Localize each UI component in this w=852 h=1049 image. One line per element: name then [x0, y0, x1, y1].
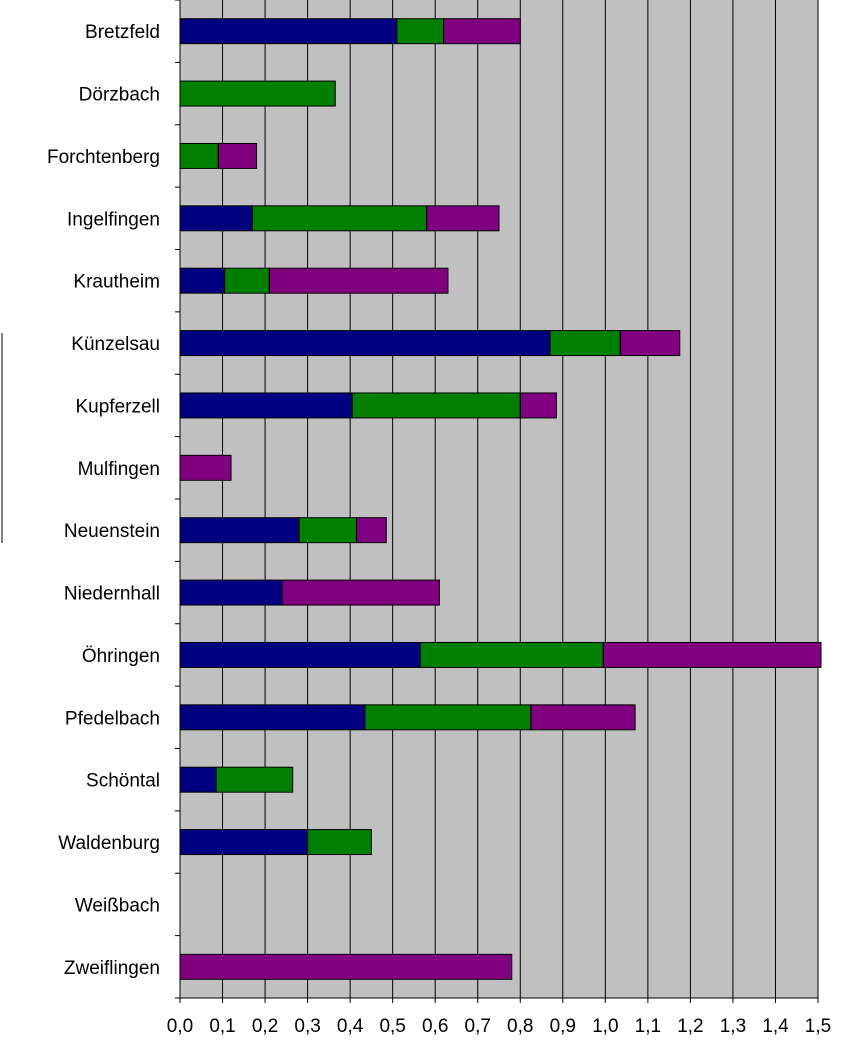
y-axis-ticks — [175, 0, 180, 999]
bar-segment — [179, 641, 421, 668]
x-tick-label: 0,3 — [294, 1016, 320, 1037]
bar-segment — [530, 704, 636, 731]
y-tick-label: Weißbach — [75, 895, 160, 916]
x-tick-label: 0,9 — [550, 1016, 576, 1037]
bar-segment — [549, 330, 621, 357]
x-tick-label: 1,3 — [720, 1016, 746, 1037]
bar-segment — [519, 392, 557, 419]
y-tick-label: Öhringen — [82, 646, 160, 667]
y-tick-label: Schöntal — [86, 771, 160, 792]
bar-segment — [179, 517, 300, 544]
y-tick-label: Pfedelbach — [65, 708, 160, 729]
x-tick-label: 0,1 — [209, 1016, 235, 1037]
x-tick-label: 0,2 — [252, 1016, 278, 1037]
bar-segment — [251, 205, 428, 232]
bar-segment — [364, 704, 532, 731]
y-tick-label: Krautheim — [73, 272, 160, 293]
y-tick-label: Bretzfeld — [85, 22, 160, 43]
gridlines — [222, 0, 819, 998]
x-axis-ticks — [179, 998, 819, 1003]
y-axis-labels: Bretzfeld Dörzbach Forchtenberg Ingelfingen… — [47, 22, 160, 979]
y-tick-label: Ingelfingen — [67, 209, 160, 230]
bar-segment — [443, 18, 521, 45]
bar-segment — [602, 641, 822, 668]
bar-segment — [179, 392, 353, 419]
bar-segment — [179, 18, 398, 45]
y-tick-label: Mulfingen — [78, 459, 160, 480]
bars — [179, 18, 822, 980]
y-tick-label: Zweiflingen — [64, 958, 160, 979]
bar-segment — [396, 18, 445, 45]
bar-segment — [179, 829, 309, 856]
y-tick-label: Dörzbach — [79, 85, 160, 106]
bar-segment — [307, 829, 372, 856]
x-tick-label: 1,1 — [635, 1016, 661, 1037]
x-tick-label: 1,5 — [805, 1016, 831, 1037]
bar-segment — [179, 953, 513, 980]
y-tick-label: Kupferzell — [76, 396, 161, 417]
x-tick-label: 0,5 — [379, 1016, 405, 1037]
x-tick-label: 0,6 — [422, 1016, 448, 1037]
x-axis-labels: 0,0 0,1 0,2 0,3 0,4 0,5 0,6 0,7 0,8 0,9 1,0 1,1 1,2 1… — [167, 1016, 831, 1037]
bar-segment — [224, 267, 270, 294]
y-tick-label: Forchtenberg — [47, 147, 160, 168]
x-tick-label: 1,4 — [762, 1016, 789, 1037]
bar-segment — [215, 766, 294, 793]
bar-segment — [426, 205, 500, 232]
y-tick-label: Niedernhall — [64, 584, 160, 605]
bar-segment — [619, 330, 681, 357]
x-tick-label: 0,7 — [465, 1016, 491, 1037]
x-tick-label: 0,4 — [337, 1016, 364, 1037]
x-tick-label: 0,0 — [167, 1016, 193, 1037]
y-tick-label: Waldenburg — [58, 833, 160, 854]
bar-segment — [179, 330, 551, 357]
y-tick-label: Neuenstein — [64, 521, 160, 542]
y-tick-label: Künzelsau — [71, 334, 160, 355]
bar-segment — [179, 766, 217, 793]
x-tick-label: 0,8 — [507, 1016, 533, 1037]
bar-segment — [179, 267, 226, 294]
x-tick-label: 1,0 — [592, 1016, 618, 1037]
bar-segment — [419, 641, 604, 668]
bar-segment — [351, 392, 521, 419]
bar-segment — [179, 704, 366, 731]
bar-segment — [356, 517, 387, 544]
bar-segment — [179, 579, 283, 606]
bar-segment — [281, 579, 440, 606]
x-tick-label: 1,2 — [677, 1016, 703, 1037]
bar-segment — [298, 517, 358, 544]
bar-segment — [268, 267, 449, 294]
bar-segment — [179, 205, 253, 232]
bar-segment — [179, 454, 232, 481]
bar-segment — [179, 80, 336, 107]
bar-segment — [179, 142, 219, 169]
bar-segment — [217, 142, 258, 169]
